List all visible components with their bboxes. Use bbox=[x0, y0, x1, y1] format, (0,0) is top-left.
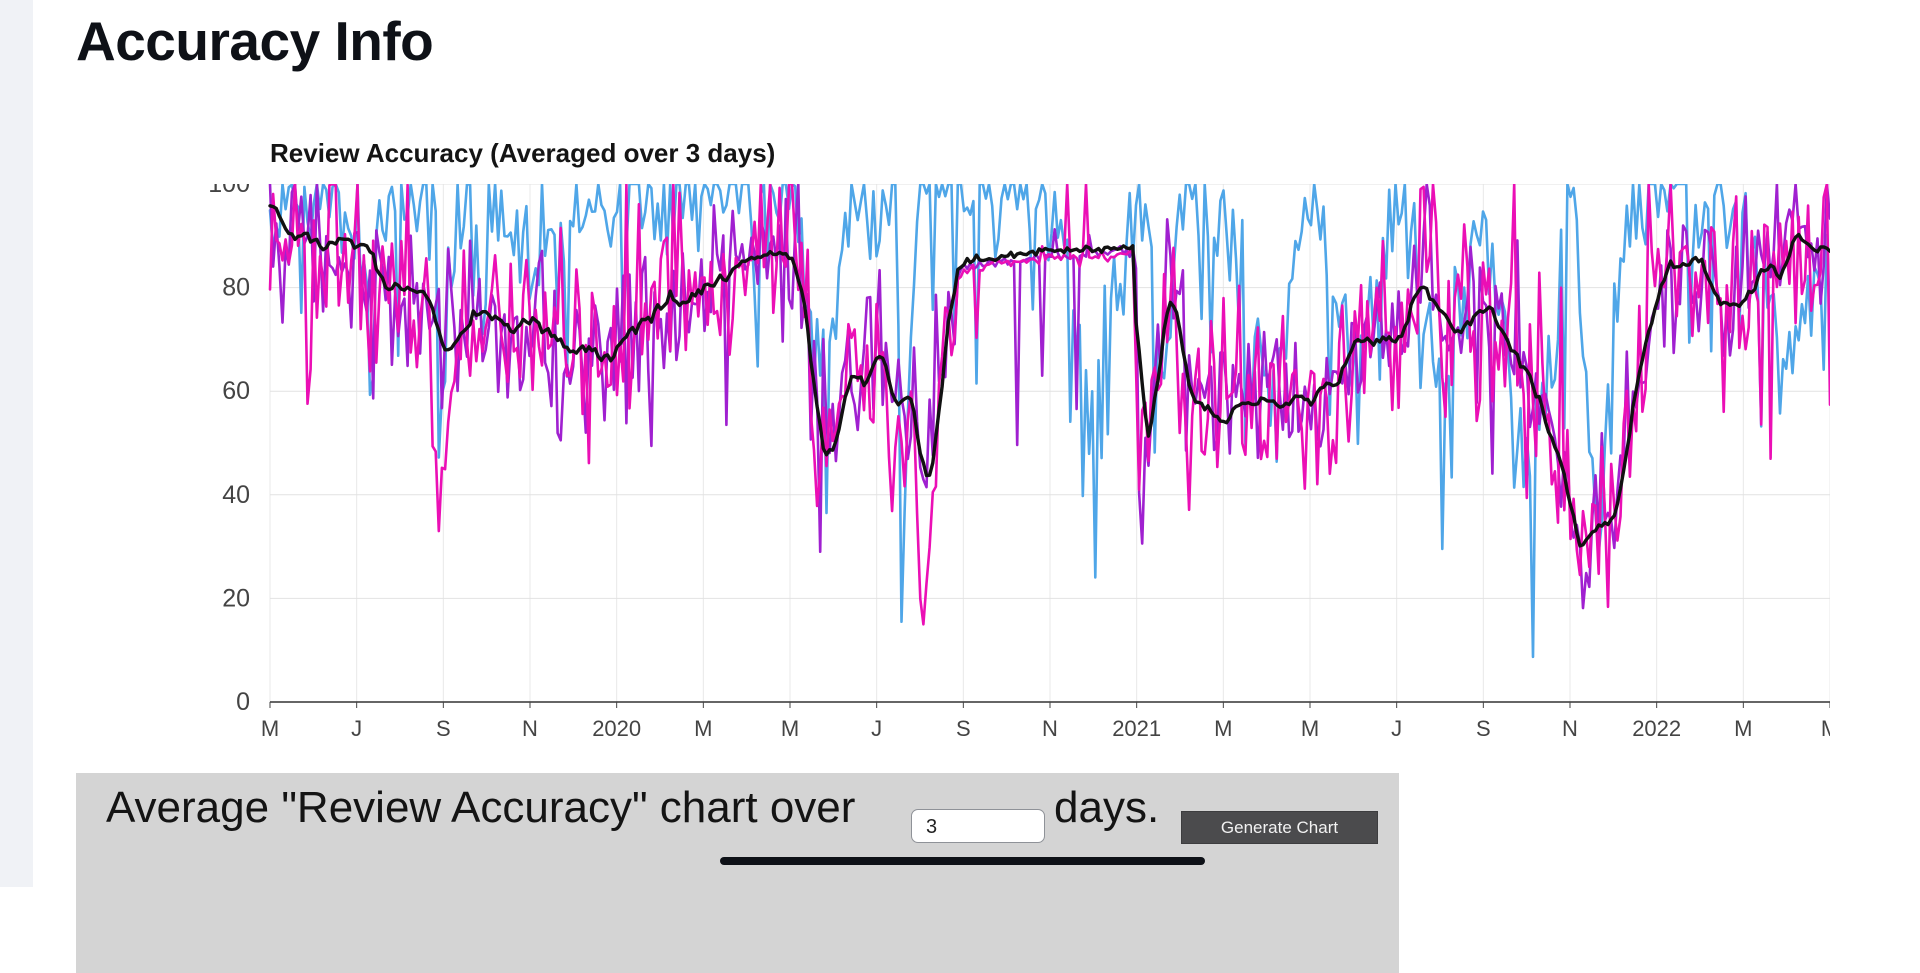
svg-text:M: M bbox=[781, 716, 799, 741]
svg-text:M: M bbox=[1301, 716, 1319, 741]
svg-text:M: M bbox=[1821, 716, 1830, 741]
svg-text:2021: 2021 bbox=[1112, 716, 1161, 741]
svg-text:20: 20 bbox=[222, 584, 250, 612]
svg-text:S: S bbox=[956, 716, 971, 741]
svg-text:N: N bbox=[1562, 716, 1578, 741]
svg-text:J: J bbox=[871, 716, 882, 741]
svg-text:S: S bbox=[436, 716, 451, 741]
svg-text:N: N bbox=[522, 716, 538, 741]
svg-text:J: J bbox=[351, 716, 362, 741]
svg-text:2020: 2020 bbox=[592, 716, 641, 741]
svg-text:M: M bbox=[1734, 716, 1752, 741]
svg-text:M: M bbox=[1214, 716, 1232, 741]
svg-text:M: M bbox=[694, 716, 712, 741]
svg-text:N: N bbox=[1042, 716, 1058, 741]
svg-text:100: 100 bbox=[208, 184, 250, 198]
svg-text:0: 0 bbox=[236, 688, 250, 716]
svg-text:S: S bbox=[1476, 716, 1491, 741]
svg-text:2022: 2022 bbox=[1632, 716, 1681, 741]
svg-text:M: M bbox=[261, 716, 279, 741]
svg-text:80: 80 bbox=[222, 274, 250, 302]
svg-text:40: 40 bbox=[222, 481, 250, 509]
svg-text:60: 60 bbox=[222, 377, 250, 405]
svg-text:J: J bbox=[1391, 716, 1402, 741]
